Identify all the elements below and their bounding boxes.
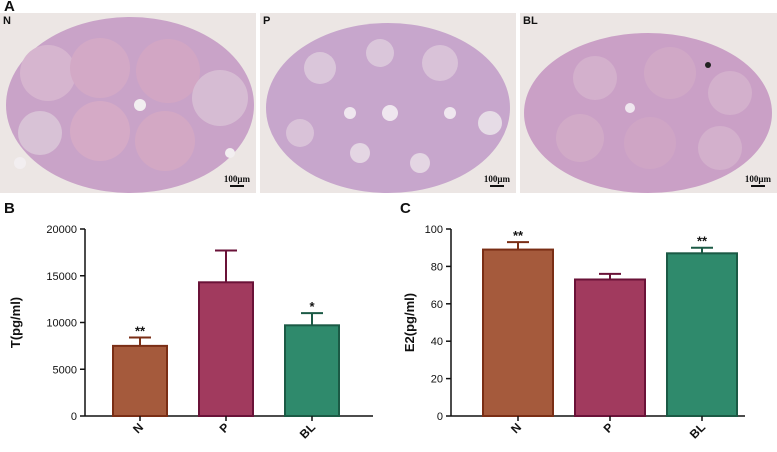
chart-b-bar — [284, 324, 340, 417]
chart-b-y-tick-label: 5000 — [53, 364, 77, 376]
chart-b-bar — [198, 281, 254, 417]
chart-c-x-tick-label: N — [508, 420, 524, 436]
chart-b-x-tick-label: N — [130, 420, 146, 436]
chart-b-y-axis-title: T(pg/ml) — [8, 297, 23, 348]
scale-text-bl: 100μm — [744, 174, 771, 184]
scale-bar-p: 100μm — [484, 174, 510, 187]
scale-text-n: 100μm — [223, 174, 250, 184]
chart-c-y-tick-label: 100 — [425, 224, 443, 236]
micrograph-p: P 100μm — [260, 13, 516, 193]
chart-c-significance-label: ** — [513, 228, 524, 243]
chart-b: 0 5000 10000 15000 20000 T(pg/ml) ** N P * BL — [0, 205, 388, 452]
chart-c-bar — [666, 252, 738, 418]
scale-bar-n: 100μm — [224, 174, 250, 187]
chart-c-y-tick-label: 80 — [431, 261, 443, 273]
chart-c-y-tick-label: 40 — [431, 336, 443, 348]
scale-bar-bl: 100μm — [745, 174, 771, 187]
chart-c-significance-label: ** — [697, 234, 708, 249]
chart-c-bar — [482, 248, 554, 417]
chart-c: 0 20 40 60 80 100 E2(pg/ml) ** N P ** BL — [392, 205, 777, 452]
chart-b-x-tick-label: BL — [297, 420, 318, 441]
chart-b-y-tick-label: 0 — [71, 411, 77, 423]
panel-a-letter: A — [4, 0, 15, 15]
chart-b-significance-label: ** — [135, 323, 146, 338]
chart-b-y-tick-label: 10000 — [46, 318, 77, 330]
micrograph-label-p: P — [263, 15, 271, 27]
chart-c-svg: 0 20 40 60 80 100 E2(pg/ml) ** N P ** BL — [402, 224, 745, 441]
ovary-section-n — [6, 17, 254, 193]
scale-text-p: 100μm — [483, 174, 510, 184]
panel-b-letter: B — [4, 200, 15, 217]
micrograph-label-bl: BL — [523, 15, 538, 27]
chart-c-y-tick-label: 20 — [431, 374, 443, 386]
chart-c-y-tick-label: 0 — [437, 411, 443, 423]
chart-b-bar — [112, 344, 168, 417]
chart-b-y-tick-label: 15000 — [46, 271, 77, 283]
chart-b-x-tick-label: P — [217, 420, 233, 436]
micrograph-bl: BL 100μm — [520, 13, 777, 193]
panel-c-letter: C — [400, 200, 411, 217]
micrograph-label-n: N — [3, 15, 11, 27]
chart-c-y-tick-label: 60 — [431, 299, 443, 311]
chart-c-x-tick-label: P — [601, 420, 617, 436]
chart-b-svg: 0 5000 10000 15000 20000 T(pg/ml) ** N P * BL — [8, 224, 373, 441]
chart-c-bar — [574, 278, 646, 417]
micrograph-n: N 100μm — [0, 13, 256, 193]
chart-b-significance-label: * — [309, 299, 315, 314]
chart-b-y-tick-label: 20000 — [46, 224, 77, 236]
ovary-section-bl — [524, 33, 772, 193]
chart-c-x-tick-label: BL — [687, 420, 708, 441]
chart-c-y-axis-title: E2(pg/ml) — [402, 293, 417, 352]
ovary-section-p — [266, 23, 510, 193]
